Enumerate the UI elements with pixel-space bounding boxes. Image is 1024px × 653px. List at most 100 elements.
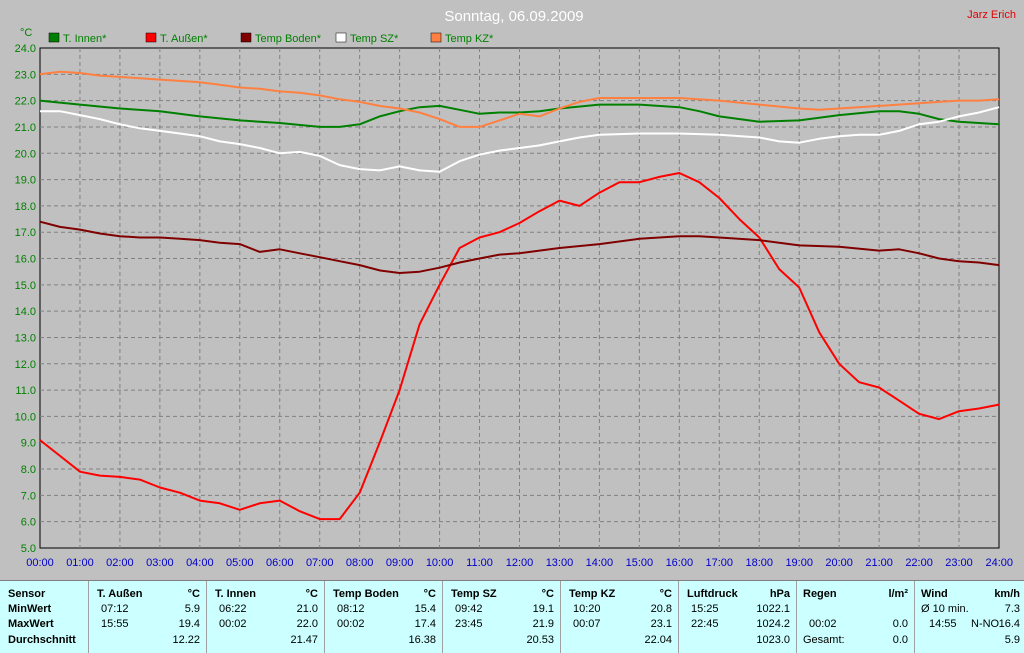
grid: [40, 48, 999, 548]
wind-max-time: 14:55: [929, 618, 957, 630]
author-label: Jarz Erich: [967, 9, 1016, 21]
legend-label: T. Außen*: [160, 33, 208, 45]
legend-swatch: [335, 32, 347, 43]
x-tick-label: 05:00: [226, 557, 254, 569]
col-header: Regen: [803, 588, 837, 600]
legend-label: T. Innen*: [63, 33, 107, 45]
x-tick-label: 13:00: [546, 557, 574, 569]
stats-col-5: Temp KZ °C 10:20 20.8 00:07 23.1 22.04: [560, 581, 678, 653]
x-tick-label: 16:00: [666, 557, 694, 569]
regen-total-value: 0.0: [892, 634, 908, 646]
col-unit: °C: [659, 588, 672, 600]
col-unit: l/m²: [888, 588, 908, 600]
stats-col-2: T. Innen °C 06:22 21.0 00:02 22.0 21.47: [206, 581, 324, 653]
max-time: 15:55: [101, 618, 129, 630]
y-tick-label: 16.0: [15, 254, 36, 266]
stats-col-1: T. Außen °C 07:12 5.9 15:55 19.4 12.22: [88, 581, 206, 653]
y-tick-label: 23.0: [15, 69, 36, 81]
x-tick-label: 18:00: [745, 557, 773, 569]
max-time: 00:02: [219, 618, 247, 630]
col-header: Temp SZ: [451, 588, 497, 600]
min-time: 06:22: [219, 603, 247, 615]
y-tick-label: 10.0: [15, 411, 36, 423]
x-tick-label: 04:00: [186, 557, 214, 569]
x-tick-label: 21:00: [865, 557, 893, 569]
x-tick-label: 11:00: [466, 557, 493, 569]
row-label: Durchschnitt: [8, 634, 76, 646]
y-tick-label: 20.0: [15, 148, 36, 160]
series-line-3: [40, 106, 1000, 173]
x-tick-label: 12:00: [506, 557, 534, 569]
x-tick-label: 22:00: [905, 557, 933, 569]
x-tick-label: 14:00: [586, 557, 614, 569]
x-tick-label: 00:00: [26, 557, 54, 569]
y-tick-label: 14.0: [15, 306, 36, 318]
max-value: 19.4: [178, 618, 200, 630]
y-tick-label: 9.0: [21, 438, 36, 450]
col-header: Temp KZ: [569, 588, 616, 600]
max-time: 00:02: [337, 618, 365, 630]
avg-value: 20.53: [526, 634, 554, 646]
y-unit-label: °C: [20, 27, 32, 39]
y-tick-label: 8.0: [21, 464, 36, 476]
y-tick-label: 12.0: [15, 359, 36, 371]
y-tick-label: 5.0: [21, 543, 36, 555]
min-time: 10:20: [573, 603, 601, 615]
col-header: Wind: [921, 588, 948, 600]
x-tick-label: 10:00: [426, 557, 454, 569]
x-tick-label: 15:00: [626, 557, 654, 569]
max-value: 22.0: [296, 618, 318, 630]
x-tick-label: 23:00: [945, 557, 973, 569]
y-tick-label: 6.0: [21, 517, 36, 529]
x-tick-label: 24:00: [985, 557, 1013, 569]
y-tick-label: 13.0: [15, 332, 36, 344]
x-tick-label: 07:00: [306, 557, 334, 569]
statistics-table: Sensor MinWert MaxWert Durchschnitt T. Außen…: [0, 580, 1024, 653]
avg-value: 1023.0: [756, 634, 790, 646]
series-line-2: [39, 220, 1000, 274]
row-label: MaxWert: [8, 618, 54, 630]
y-tick-label: 11.0: [15, 385, 36, 397]
plot-area: [39, 47, 1000, 549]
series-line-1: [39, 172, 1000, 521]
min-value: 15.4: [414, 603, 436, 615]
col-unit: °C: [187, 588, 200, 600]
legend-swatch: [430, 32, 442, 43]
min-value: 21.0: [296, 603, 318, 615]
chart-title: Sonntag, 06.09.2009: [444, 8, 583, 25]
stats-col-wind: Wind km/h Ø 10 min. 7.3 14:55 N-NO 16.4 5.9: [914, 581, 1024, 653]
max-value: 1024.2: [756, 618, 790, 630]
y-axis-ticks: 5.0 6.0 7.0 8.0 9.0 10.0 11.0 12.0 13.0 14.0 15.0 1…: [15, 43, 36, 555]
y-tick-label: 18.0: [15, 201, 36, 213]
y-tick-label: 21.0: [15, 122, 36, 134]
x-tick-label: 06:00: [266, 557, 294, 569]
regen-total-label: Gesamt:: [803, 634, 845, 646]
y-tick-label: 7.0: [21, 490, 36, 502]
min-time: 09:42: [455, 603, 483, 615]
col-header: Luftdruck: [687, 588, 738, 600]
avg-value: 22.04: [644, 634, 672, 646]
wind-avg-label: Ø 10 min.: [921, 603, 969, 615]
wind-direction: N-NO: [971, 618, 1000, 630]
x-axis-ticks: 00:00 01:00 02:00 03:00 04:00 05:00 06:00 07:00…: [26, 557, 1013, 569]
x-tick-label: 03:00: [146, 557, 174, 569]
y-tick-label: 24.0: [15, 43, 36, 55]
y-tick-label: 17.0: [15, 227, 36, 239]
series-lines: [39, 70, 1000, 521]
legend-swatch: [48, 32, 60, 43]
x-tick-label: 17:00: [706, 557, 734, 569]
min-value: 19.1: [532, 603, 554, 615]
col-header: Temp Boden: [333, 588, 399, 600]
x-tick-label: 20:00: [825, 557, 853, 569]
regen-value: 0.0: [892, 618, 908, 630]
legend-label: Temp KZ*: [445, 33, 494, 45]
max-value: 23.1: [650, 618, 672, 630]
min-value: 1022.1: [756, 603, 790, 615]
col-header: T. Innen: [215, 588, 256, 600]
row-label: MinWert: [8, 603, 52, 615]
series-line-4: [39, 70, 1000, 128]
series-line-0: [39, 99, 1000, 128]
y-tick-label: 15.0: [15, 280, 36, 292]
col-unit: °C: [305, 588, 318, 600]
x-tick-label: 19:00: [785, 557, 813, 569]
